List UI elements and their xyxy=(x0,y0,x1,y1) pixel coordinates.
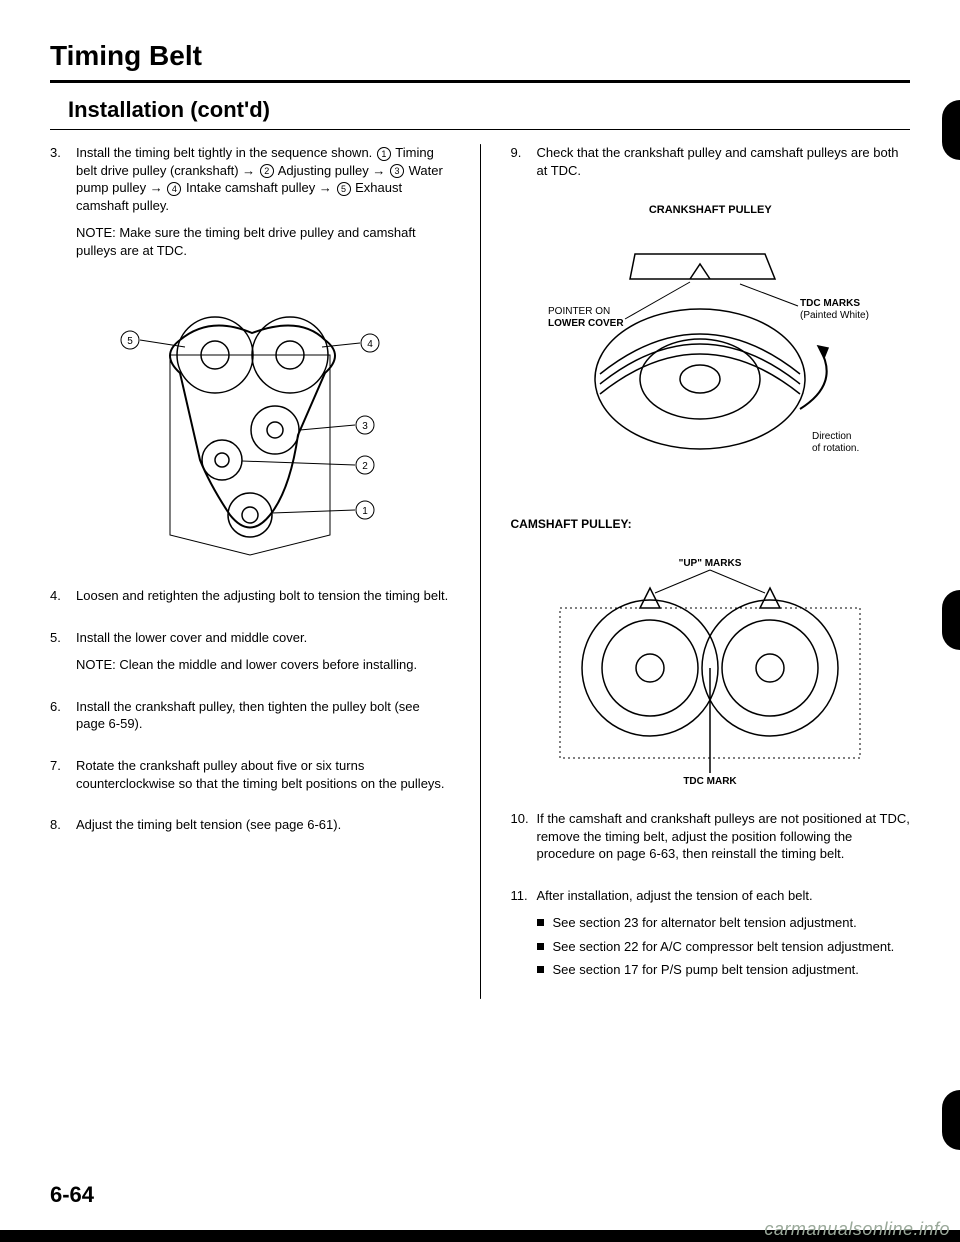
up-marks-label: "UP" MARKS xyxy=(679,558,742,569)
circled-1-icon: 1 xyxy=(377,147,391,161)
section-subtitle: Installation (cont'd) xyxy=(68,97,910,123)
right-column: 9. Check that the crankshaft pulley and … xyxy=(511,144,911,999)
crankshaft-svg: POINTER ON LOWER COVER TDC MARKS (Painte… xyxy=(540,234,880,494)
circled-2-icon: 2 xyxy=(260,164,274,178)
step-number: 5. xyxy=(50,629,76,684)
callout-4: 4 xyxy=(367,339,373,350)
step-body: Adjust the timing belt tension (see page… xyxy=(76,816,450,844)
page-number: 6-64 xyxy=(50,1182,94,1208)
step-note: NOTE: Clean the middle and lower covers … xyxy=(76,656,450,674)
step-number: 8. xyxy=(50,816,76,844)
step-number: 7. xyxy=(50,757,76,802)
step-11: 11. After installation, adjust the tensi… xyxy=(511,887,911,985)
crankshaft-diagram: POINTER ON LOWER COVER TDC MARKS (Painte… xyxy=(511,234,911,494)
step-body: Install the lower cover and middle cover… xyxy=(76,629,450,684)
step-text: If the camshaft and crankshaft pulleys a… xyxy=(537,810,911,863)
bullet-item: See section 17 for P/S pump belt tension… xyxy=(537,961,911,979)
rotation-label-2: of rotation. xyxy=(812,443,859,454)
step-7: 7. Rotate the crankshaft pulley about fi… xyxy=(50,757,450,802)
step-text: Install the lower cover and middle cover… xyxy=(76,629,450,647)
step-text: After installation, adjust the tension o… xyxy=(537,887,911,905)
step-body: Install the timing belt tightly in the s… xyxy=(76,144,450,269)
callout-3: 3 xyxy=(362,421,368,432)
camshaft-diagram-title: CAMSHAFT PULLEY: xyxy=(511,516,911,532)
step-body: Check that the crankshaft pulley and cam… xyxy=(537,144,911,189)
step-number: 11. xyxy=(511,887,537,985)
step-number: 6. xyxy=(50,698,76,743)
step-text: Check that the crankshaft pulley and cam… xyxy=(537,144,911,179)
tdc-marks-label: TDC MARKS xyxy=(800,298,860,309)
two-column-layout: 3. Install the timing belt tightly in th… xyxy=(50,144,910,999)
camshaft-diagram: "UP" MARKS TDC MARK xyxy=(511,548,911,788)
tdc-mark-label: TDC MARK xyxy=(684,776,738,787)
step-10: 10. If the camshaft and crankshaft pulle… xyxy=(511,810,911,873)
tdc-marks-note: (Painted White) xyxy=(800,310,869,321)
rule-thick xyxy=(50,80,910,83)
step-number: 9. xyxy=(511,144,537,189)
step-text: Install the crankshaft pulley, then tigh… xyxy=(76,698,450,733)
rotation-label-1: Direction xyxy=(812,431,851,442)
step-5: 5. Install the lower cover and middle co… xyxy=(50,629,450,684)
step-number: 4. xyxy=(50,587,76,615)
step-body: Install the crankshaft pulley, then tigh… xyxy=(76,698,450,743)
step-text: Install the timing belt tightly in the s… xyxy=(76,144,450,214)
step-6: 6. Install the crankshaft pulley, then t… xyxy=(50,698,450,743)
step-note: NOTE: Make sure the timing belt drive pu… xyxy=(76,224,450,259)
rule-thin xyxy=(50,129,910,130)
step-3: 3. Install the timing belt tightly in th… xyxy=(50,144,450,269)
step-8: 8. Adjust the timing belt tension (see p… xyxy=(50,816,450,844)
column-divider xyxy=(480,144,481,999)
step-text: Rotate the crankshaft pulley about five … xyxy=(76,757,450,792)
callout-1: 1 xyxy=(362,506,368,517)
manual-page: Timing Belt Installation (cont'd) 3. Ins… xyxy=(0,0,960,1242)
step-number: 10. xyxy=(511,810,537,873)
edge-artifact-icon xyxy=(942,590,960,650)
belt-routing-svg: 5 4 3 2 1 xyxy=(100,285,400,565)
step-body: Rotate the crankshaft pulley about five … xyxy=(76,757,450,802)
camshaft-svg: "UP" MARKS TDC MARK xyxy=(540,548,880,788)
callout-2: 2 xyxy=(362,461,368,472)
step-4: 4. Loosen and retighten the adjusting bo… xyxy=(50,587,450,615)
step-body: After installation, adjust the tension o… xyxy=(537,887,911,985)
circled-3-icon: 3 xyxy=(390,164,404,178)
edge-artifact-icon xyxy=(942,1090,960,1150)
step-body: If the camshaft and crankshaft pulleys a… xyxy=(537,810,911,873)
page-title: Timing Belt xyxy=(50,40,910,72)
edge-artifact-icon xyxy=(942,100,960,160)
crankshaft-diagram-title: CRANKSHAFT PULLEY xyxy=(511,203,911,218)
left-column: 3. Install the timing belt tightly in th… xyxy=(50,144,450,999)
belt-routing-diagram: 5 4 3 2 1 xyxy=(50,285,450,565)
bullet-list: See section 23 for alternator belt tensi… xyxy=(537,914,911,979)
step-text: Adjust the timing belt tension (see page… xyxy=(76,816,450,834)
callout-5: 5 xyxy=(127,336,133,347)
step-number: 3. xyxy=(50,144,76,269)
step-body: Loosen and retighten the adjusting bolt … xyxy=(76,587,450,615)
watermark-text: carmanualsonline.info xyxy=(764,1219,950,1240)
step-9: 9. Check that the crankshaft pulley and … xyxy=(511,144,911,189)
pointer-label-2: LOWER COVER xyxy=(548,318,624,329)
circled-4-icon: 4 xyxy=(167,182,181,196)
bullet-item: See section 22 for A/C compressor belt t… xyxy=(537,938,911,956)
step-text: Loosen and retighten the adjusting bolt … xyxy=(76,587,450,605)
circled-5-icon: 5 xyxy=(337,182,351,196)
bullet-item: See section 23 for alternator belt tensi… xyxy=(537,914,911,932)
pointer-label-1: POINTER ON xyxy=(548,306,610,317)
